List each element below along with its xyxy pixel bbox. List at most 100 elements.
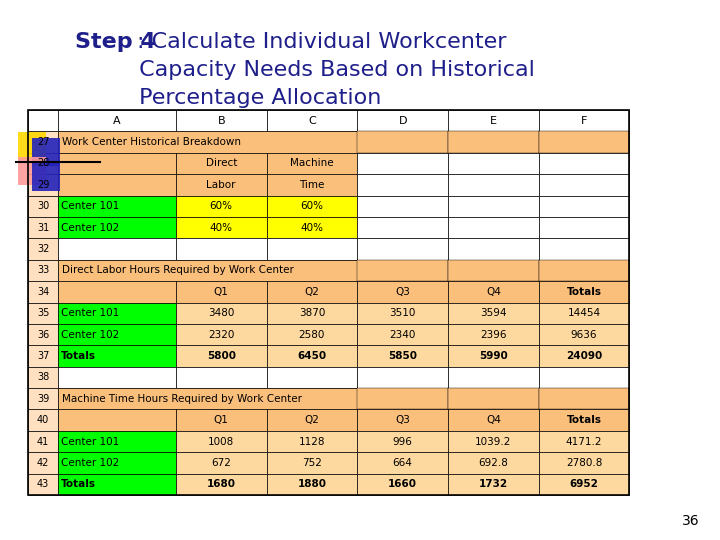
Bar — [448, 153, 539, 174]
Bar — [58, 195, 176, 217]
Bar — [176, 217, 266, 238]
Text: 35: 35 — [37, 308, 49, 318]
Text: Labor: Labor — [207, 180, 236, 190]
Bar — [28, 110, 58, 131]
Bar — [357, 367, 448, 388]
Text: A: A — [113, 116, 121, 126]
Text: Center 102: Center 102 — [61, 222, 120, 233]
Bar — [266, 302, 357, 324]
Text: Q3: Q3 — [395, 287, 410, 297]
Bar — [266, 409, 357, 431]
Bar — [176, 452, 266, 474]
Bar — [266, 174, 357, 195]
Bar — [58, 345, 176, 367]
Bar — [28, 345, 58, 367]
Text: Q2: Q2 — [305, 415, 320, 425]
Bar — [448, 217, 539, 238]
Text: 42: 42 — [37, 458, 49, 468]
Text: 32: 32 — [37, 244, 49, 254]
Text: Center 101: Center 101 — [61, 308, 120, 318]
Bar — [28, 452, 58, 474]
Bar — [448, 131, 539, 153]
Bar — [176, 238, 266, 260]
Text: 37: 37 — [37, 351, 49, 361]
Bar — [448, 260, 539, 281]
Bar — [28, 217, 58, 238]
Bar — [448, 452, 539, 474]
Bar — [539, 345, 629, 367]
Bar — [176, 302, 266, 324]
Bar — [266, 452, 357, 474]
Text: 40%: 40% — [210, 222, 233, 233]
Text: D: D — [398, 116, 407, 126]
Bar — [28, 238, 58, 260]
Text: 1660: 1660 — [388, 480, 417, 489]
Bar — [539, 388, 629, 409]
Bar — [357, 452, 448, 474]
Bar — [176, 324, 266, 345]
Bar — [357, 281, 448, 302]
Bar — [539, 409, 629, 431]
Bar — [357, 431, 448, 452]
Text: B: B — [217, 116, 225, 126]
Text: Time: Time — [300, 180, 325, 190]
Text: Percentage Allocation: Percentage Allocation — [75, 88, 382, 108]
Text: 60%: 60% — [300, 201, 323, 211]
Text: 2320: 2320 — [208, 329, 235, 340]
Text: 672: 672 — [211, 458, 231, 468]
Bar — [357, 131, 448, 153]
Bar — [539, 217, 629, 238]
Bar — [28, 174, 58, 195]
Bar — [266, 153, 357, 174]
Text: E: E — [490, 116, 497, 126]
Bar — [18, 157, 46, 185]
Bar — [448, 110, 539, 131]
Text: 6450: 6450 — [297, 351, 326, 361]
Text: Center 102: Center 102 — [61, 329, 120, 340]
Text: 40: 40 — [37, 415, 49, 425]
Text: 3480: 3480 — [208, 308, 235, 318]
Text: : Calculate Individual Workcenter: : Calculate Individual Workcenter — [137, 32, 506, 52]
Bar — [539, 110, 629, 131]
Bar — [266, 474, 357, 495]
Bar — [28, 302, 58, 324]
Bar — [357, 110, 448, 131]
Text: 3510: 3510 — [390, 308, 416, 318]
Bar — [28, 110, 629, 495]
Text: Work Center Historical Breakdown: Work Center Historical Breakdown — [62, 137, 241, 147]
Text: Direct Labor Hours Required by Work Center: Direct Labor Hours Required by Work Cent… — [62, 266, 294, 275]
Bar — [58, 474, 176, 495]
Text: 40%: 40% — [300, 222, 323, 233]
Bar — [357, 174, 448, 195]
Text: 34: 34 — [37, 287, 49, 297]
Bar — [32, 163, 60, 191]
Bar — [539, 153, 629, 174]
Text: Q2: Q2 — [305, 287, 320, 297]
Bar — [448, 324, 539, 345]
Text: Machine Time Hours Required by Work Center: Machine Time Hours Required by Work Cent… — [62, 394, 302, 404]
Bar — [28, 195, 58, 217]
Text: 36: 36 — [683, 514, 700, 528]
Bar — [176, 367, 266, 388]
Text: C: C — [308, 116, 316, 126]
Text: 29: 29 — [37, 180, 49, 190]
Bar — [539, 302, 629, 324]
Text: 30: 30 — [37, 201, 49, 211]
Text: F: F — [581, 116, 588, 126]
Text: Q1: Q1 — [214, 287, 229, 297]
Bar — [28, 367, 58, 388]
Text: 27: 27 — [37, 137, 50, 147]
Bar — [357, 195, 448, 217]
Bar — [266, 217, 357, 238]
Bar — [28, 388, 58, 409]
Text: 60%: 60% — [210, 201, 233, 211]
Text: 2580: 2580 — [299, 329, 325, 340]
Bar — [357, 238, 448, 260]
Bar — [448, 388, 539, 409]
Bar — [176, 409, 266, 431]
Bar — [28, 281, 58, 302]
Bar — [32, 138, 60, 166]
Text: 38: 38 — [37, 373, 49, 382]
Bar — [28, 260, 58, 281]
Text: Totals: Totals — [61, 480, 96, 489]
